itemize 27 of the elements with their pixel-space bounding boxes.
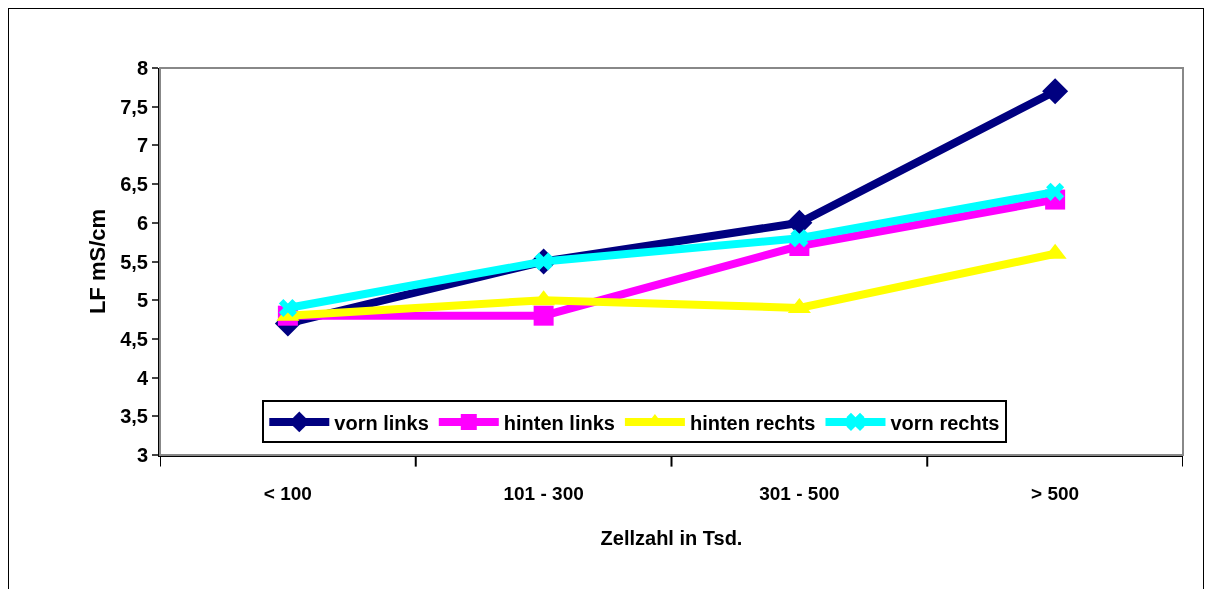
x-tick-label: < 100 xyxy=(263,482,312,504)
legend-label: vorn rechts xyxy=(890,411,1000,434)
y-tick-label: 7,5 xyxy=(120,95,148,118)
legend-label: hinten links xyxy=(503,411,615,434)
point xyxy=(790,229,809,248)
point xyxy=(786,209,813,236)
y-tick-label: 8 xyxy=(136,57,148,79)
y-tick-label: 6,5 xyxy=(120,173,148,196)
y-tick-label: 3 xyxy=(136,444,148,466)
y-tick-label: 6 xyxy=(136,211,148,234)
y-tick-label: 5,5 xyxy=(120,250,148,273)
point xyxy=(278,298,297,317)
y-tick-label: 5 xyxy=(136,289,148,312)
point xyxy=(533,305,554,326)
point xyxy=(1042,78,1069,105)
y-tick-label: 4 xyxy=(136,366,149,389)
y-axis-title: LF mS/cm xyxy=(85,208,110,315)
y-tick-label: 7 xyxy=(136,134,148,157)
x-axis-title: Zellzahl in Tsd. xyxy=(600,526,743,549)
y-tick-label: 3,5 xyxy=(120,405,148,428)
legend-label: vorn links xyxy=(334,411,429,434)
x-tick-label: 301 - 500 xyxy=(759,482,840,504)
point xyxy=(1046,182,1065,201)
legend-label: hinten rechts xyxy=(689,411,816,434)
y-tick-label: 4,5 xyxy=(120,327,148,350)
x-tick-label: 101 - 300 xyxy=(503,482,584,504)
x-tick-label: > 500 xyxy=(1031,482,1080,504)
